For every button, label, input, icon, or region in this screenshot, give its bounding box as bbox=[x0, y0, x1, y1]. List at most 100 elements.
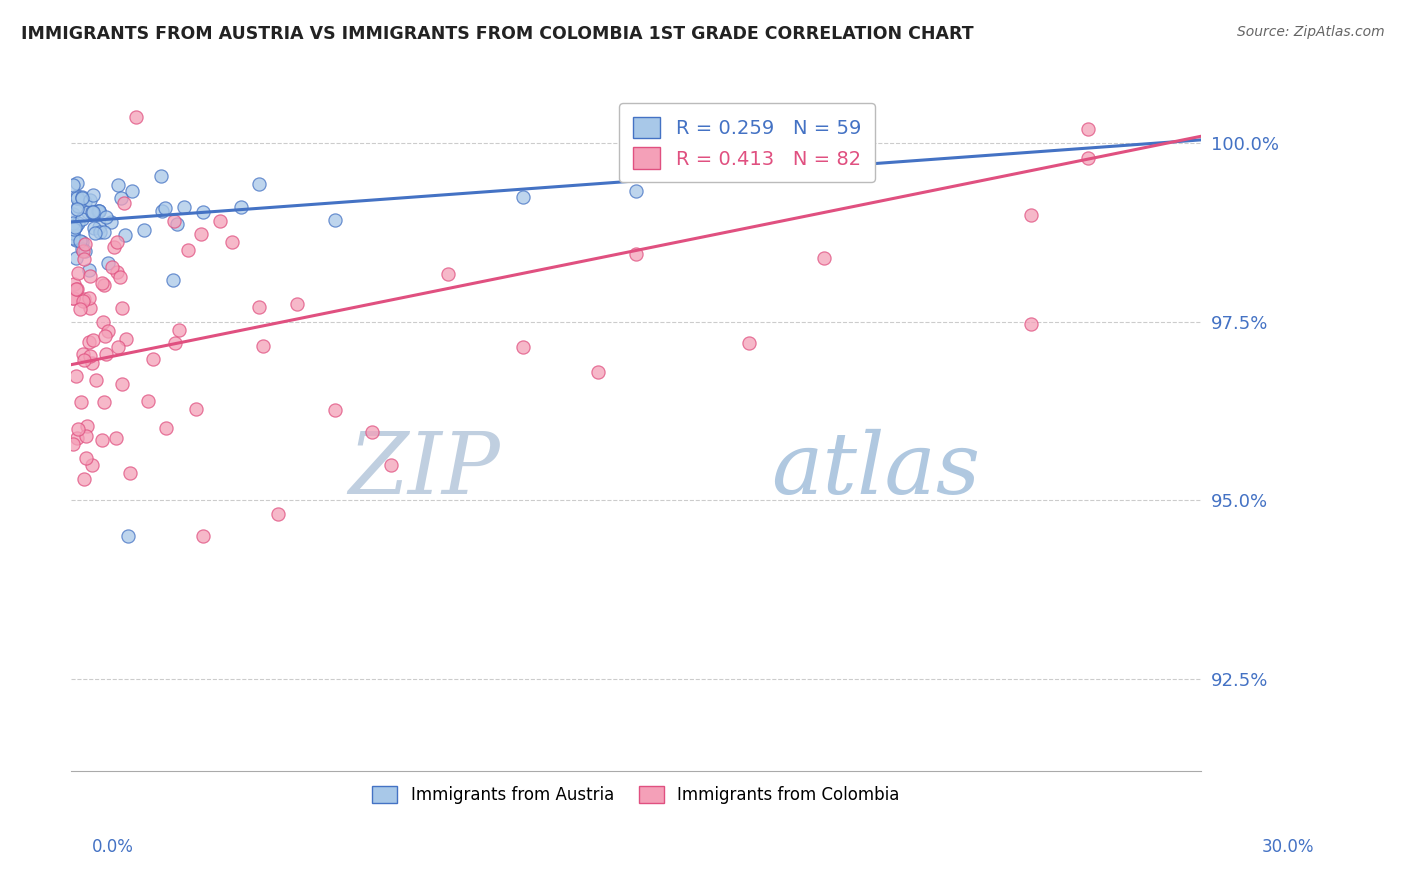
Point bbox=[62, 231, 84, 245]
Text: 0.0%: 0.0% bbox=[91, 838, 134, 856]
Point bbox=[112, 196, 135, 211]
Point bbox=[77, 205, 100, 219]
Point bbox=[66, 216, 89, 230]
Point bbox=[323, 403, 346, 417]
Point bbox=[66, 176, 89, 190]
Point bbox=[361, 425, 384, 440]
Point bbox=[229, 200, 252, 214]
Point bbox=[184, 401, 207, 416]
Point bbox=[105, 265, 128, 279]
Point bbox=[75, 451, 97, 466]
Point bbox=[80, 204, 103, 219]
Point bbox=[114, 227, 136, 242]
Point bbox=[163, 214, 186, 228]
Point bbox=[84, 373, 107, 387]
Text: ZIP: ZIP bbox=[349, 429, 501, 511]
Point bbox=[66, 191, 89, 205]
Point bbox=[624, 247, 647, 261]
Point bbox=[72, 244, 94, 258]
Legend: Immigrants from Austria, Immigrants from Colombia: Immigrants from Austria, Immigrants from… bbox=[363, 776, 910, 814]
Point bbox=[97, 324, 120, 338]
Point bbox=[65, 233, 87, 247]
Point bbox=[89, 225, 111, 239]
Point bbox=[72, 347, 94, 361]
Point bbox=[89, 203, 111, 218]
Point bbox=[94, 210, 117, 224]
Point bbox=[79, 269, 101, 284]
Point bbox=[73, 244, 96, 258]
Point bbox=[62, 291, 84, 305]
Point bbox=[91, 315, 114, 329]
Point bbox=[125, 111, 148, 125]
Point bbox=[149, 169, 172, 184]
Point bbox=[108, 270, 131, 285]
Point bbox=[167, 323, 190, 337]
Point bbox=[100, 215, 122, 229]
Point bbox=[76, 418, 98, 433]
Point bbox=[105, 431, 128, 445]
Point bbox=[150, 204, 173, 219]
Point bbox=[323, 213, 346, 227]
Point bbox=[87, 204, 110, 219]
Point bbox=[142, 351, 165, 366]
Point bbox=[70, 242, 93, 256]
Point bbox=[93, 278, 115, 293]
Point bbox=[62, 436, 84, 450]
Point bbox=[191, 205, 214, 219]
Point bbox=[72, 294, 94, 309]
Point bbox=[190, 227, 212, 242]
Point bbox=[62, 291, 84, 305]
Point bbox=[62, 207, 84, 221]
Point bbox=[155, 420, 177, 434]
Point bbox=[512, 190, 534, 204]
Point bbox=[65, 282, 87, 296]
Point bbox=[120, 466, 142, 480]
Point bbox=[111, 376, 134, 391]
Point bbox=[70, 235, 93, 249]
Point bbox=[738, 336, 761, 351]
Point bbox=[173, 200, 195, 214]
Point bbox=[87, 220, 110, 235]
Point bbox=[813, 251, 835, 265]
Point bbox=[63, 222, 86, 236]
Point bbox=[103, 240, 125, 254]
Point bbox=[97, 256, 120, 270]
Point bbox=[66, 431, 89, 445]
Point bbox=[63, 220, 86, 235]
Point bbox=[72, 472, 94, 486]
Point bbox=[100, 260, 122, 274]
Text: atlas: atlas bbox=[772, 429, 981, 511]
Point bbox=[111, 301, 134, 316]
Point bbox=[66, 266, 89, 280]
Point bbox=[79, 301, 101, 315]
Point bbox=[67, 422, 90, 436]
Point bbox=[380, 458, 402, 472]
Point bbox=[82, 188, 104, 202]
Point bbox=[80, 356, 103, 370]
Point bbox=[75, 195, 97, 210]
Point bbox=[73, 292, 96, 306]
Point bbox=[94, 347, 117, 361]
Point bbox=[94, 328, 117, 343]
Text: Source: ZipAtlas.com: Source: ZipAtlas.com bbox=[1237, 25, 1385, 39]
Point bbox=[73, 353, 96, 368]
Point bbox=[588, 365, 610, 379]
Point bbox=[436, 268, 458, 282]
Point bbox=[62, 227, 84, 241]
Point bbox=[73, 252, 96, 266]
Point bbox=[75, 429, 97, 443]
Point bbox=[115, 332, 138, 346]
Point bbox=[105, 235, 128, 249]
Point bbox=[166, 217, 188, 231]
Point bbox=[267, 508, 290, 522]
Point bbox=[80, 458, 103, 472]
Point bbox=[208, 214, 231, 228]
Point bbox=[73, 236, 96, 251]
Point bbox=[1021, 208, 1043, 222]
Point bbox=[79, 350, 101, 364]
Text: IMMIGRANTS FROM AUSTRIA VS IMMIGRANTS FROM COLOMBIA 1ST GRADE CORRELATION CHART: IMMIGRANTS FROM AUSTRIA VS IMMIGRANTS FR… bbox=[21, 25, 974, 43]
Point bbox=[249, 177, 271, 191]
Point bbox=[66, 188, 89, 202]
Point bbox=[70, 190, 93, 204]
Point bbox=[165, 335, 187, 350]
